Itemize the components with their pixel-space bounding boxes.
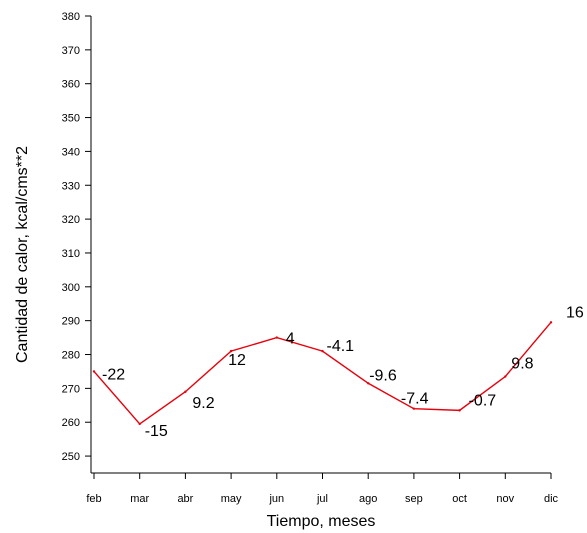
y-tick-label: 330 xyxy=(62,180,80,192)
data-label: -9.6 xyxy=(369,367,397,384)
y-tick-label: 360 xyxy=(62,79,80,91)
y-tick-label: 290 xyxy=(62,316,80,328)
x-tick-label: dic xyxy=(544,493,559,505)
y-tick-label: 340 xyxy=(62,146,80,158)
data-label: 4 xyxy=(286,331,295,348)
data-label: 9.2 xyxy=(192,395,214,412)
y-tick-label: 370 xyxy=(62,45,80,57)
x-tick-label: jul xyxy=(316,493,328,505)
x-axis: feb mar abr may jun jul ago sep oct nov dic xyxy=(86,472,559,505)
data-point xyxy=(138,422,141,426)
x-tick-label: jun xyxy=(268,493,284,505)
x-tick-label: feb xyxy=(86,493,101,505)
y-tick-label: 350 xyxy=(62,113,80,125)
x-tick-label: mar xyxy=(130,493,149,505)
data-point xyxy=(229,349,233,353)
data-point xyxy=(92,370,96,373)
data-point xyxy=(458,409,461,412)
x-tick-label: abr xyxy=(177,493,193,505)
x-axis-title: Tiempo, meses xyxy=(267,513,376,530)
data-point xyxy=(412,407,416,410)
data-label: -0.7 xyxy=(469,392,497,409)
data-label: 9.8 xyxy=(511,356,533,373)
y-tick-label: 270 xyxy=(62,383,80,395)
x-tick-label: may xyxy=(221,493,242,505)
data-point xyxy=(184,390,187,393)
x-tick-label: ago xyxy=(359,493,377,505)
y-tick-label: 300 xyxy=(62,282,80,294)
data-label: -22 xyxy=(102,366,125,383)
data-point xyxy=(504,375,507,378)
y-tick-label: 260 xyxy=(62,417,80,429)
series-group xyxy=(92,321,553,426)
data-label: -15 xyxy=(145,423,168,440)
x-tick-label: oct xyxy=(452,493,467,505)
y-tick-label: 280 xyxy=(62,350,80,362)
y-tick-label: 250 xyxy=(62,451,80,463)
data-point xyxy=(367,382,370,385)
data-point xyxy=(275,336,278,339)
data-point xyxy=(321,349,324,353)
y-axis: 250 260 270 280 290 300 310 320 330 340 350 360 370 3… xyxy=(62,11,92,473)
data-label: -4.1 xyxy=(327,338,355,355)
data-label: 16 xyxy=(566,304,584,321)
y-axis-title: Cantidad de calor, kcal/cms**2 xyxy=(14,146,31,363)
x-tick-label: sep xyxy=(405,493,423,505)
y-tick-label: 320 xyxy=(62,214,80,226)
y-tick-label: 380 xyxy=(62,11,80,23)
data-label: 12 xyxy=(228,352,246,369)
data-labels-group: -22 -15 9.2 12 4 -4.1 -9.6-7.4 -0.7 9.8 16 xyxy=(102,304,584,440)
y-tick-label: 310 xyxy=(62,248,80,260)
data-point xyxy=(549,321,553,324)
x-tick-label: nov xyxy=(496,493,514,505)
data-label: -7.4 xyxy=(401,391,429,408)
